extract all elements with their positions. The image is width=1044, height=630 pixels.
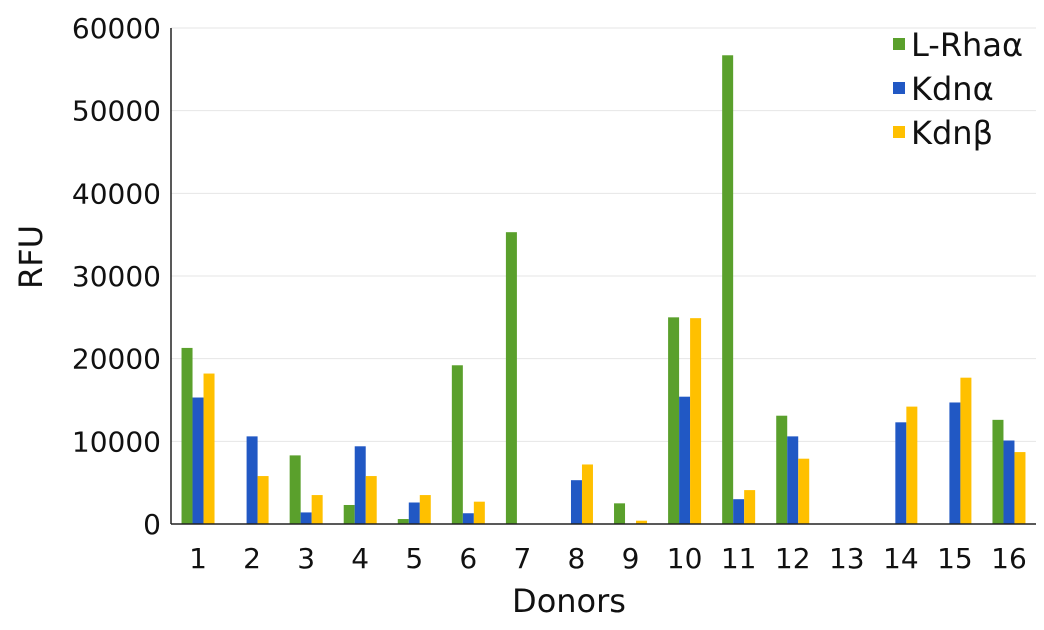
x-tick-label: 11 xyxy=(721,542,757,575)
x-tick-label: 13 xyxy=(829,542,865,575)
bar xyxy=(679,396,691,524)
x-tick-labels: 1 2 3 4 5 6 7 8 9 10 11 12 13 14 15 16 xyxy=(189,542,1027,575)
legend: L-Rhaα Kdnα Kdnβ xyxy=(893,26,1023,152)
y-tick-labels: 0 10000 20000 30000 40000 50000 60000 xyxy=(72,12,161,541)
bar xyxy=(581,464,593,524)
y-tick-label: 30000 xyxy=(72,260,161,293)
bar xyxy=(397,519,409,524)
x-tick-label: 14 xyxy=(883,542,919,575)
x-tick-label: 9 xyxy=(622,542,640,575)
y-tick-label: 10000 xyxy=(72,425,161,458)
legend-swatch xyxy=(893,38,905,50)
legend-swatch xyxy=(893,82,905,94)
bar xyxy=(776,415,788,524)
legend-swatch xyxy=(893,126,905,138)
x-tick-label: 2 xyxy=(243,542,261,575)
gridlines xyxy=(171,27,1036,442)
bar xyxy=(343,504,355,524)
x-tick-label: 1 xyxy=(189,542,207,575)
x-tick-label: 10 xyxy=(667,542,703,575)
bar xyxy=(419,495,431,524)
y-tick-label: 20000 xyxy=(72,343,161,376)
y-tick-label: 0 xyxy=(143,508,161,541)
bar xyxy=(408,502,420,524)
bar xyxy=(462,513,474,524)
y-tick-label: 50000 xyxy=(72,95,161,128)
x-tick-label: 8 xyxy=(568,542,586,575)
bar xyxy=(614,503,626,524)
bar xyxy=(960,377,972,524)
y-tick-label: 60000 xyxy=(72,12,161,45)
y-tick-label: 40000 xyxy=(72,177,161,210)
bar xyxy=(473,501,485,524)
x-tick-label: 7 xyxy=(513,542,531,575)
bar xyxy=(1003,440,1015,524)
bar xyxy=(451,365,463,524)
bar xyxy=(690,318,702,524)
bar xyxy=(744,490,756,524)
bar xyxy=(203,373,215,524)
bar xyxy=(992,419,1004,524)
x-tick-label: 3 xyxy=(297,542,315,575)
bar xyxy=(722,55,734,524)
bar xyxy=(289,455,301,524)
x-tick-label: 15 xyxy=(937,542,973,575)
legend-label: Kdnα xyxy=(911,70,994,108)
bar xyxy=(246,436,258,524)
bar xyxy=(181,347,193,524)
bars xyxy=(181,55,1026,525)
axes xyxy=(170,28,1036,525)
bar xyxy=(257,476,269,524)
legend-label: Kdnβ xyxy=(911,114,993,152)
bar xyxy=(906,406,918,524)
x-tick-label: 12 xyxy=(775,542,811,575)
bar xyxy=(300,512,312,524)
bar xyxy=(636,520,648,524)
bar xyxy=(365,476,377,524)
x-tick-label: 4 xyxy=(351,542,369,575)
legend-label: L-Rhaα xyxy=(911,26,1023,64)
bar xyxy=(895,422,907,524)
bar xyxy=(949,402,961,524)
x-tick-label: 16 xyxy=(991,542,1027,575)
bar xyxy=(733,499,745,524)
x-axis-title: Donors xyxy=(512,582,626,620)
bar xyxy=(354,446,366,524)
bar xyxy=(1014,452,1026,524)
x-tick-label: 5 xyxy=(405,542,423,575)
y-axis-title: RFU xyxy=(12,225,50,289)
bar xyxy=(505,232,517,525)
bar xyxy=(192,397,204,524)
bar xyxy=(798,458,810,524)
bar xyxy=(668,317,680,524)
bar xyxy=(787,436,799,524)
x-tick-label: 6 xyxy=(459,542,477,575)
bar xyxy=(570,480,582,524)
bar xyxy=(311,495,323,524)
